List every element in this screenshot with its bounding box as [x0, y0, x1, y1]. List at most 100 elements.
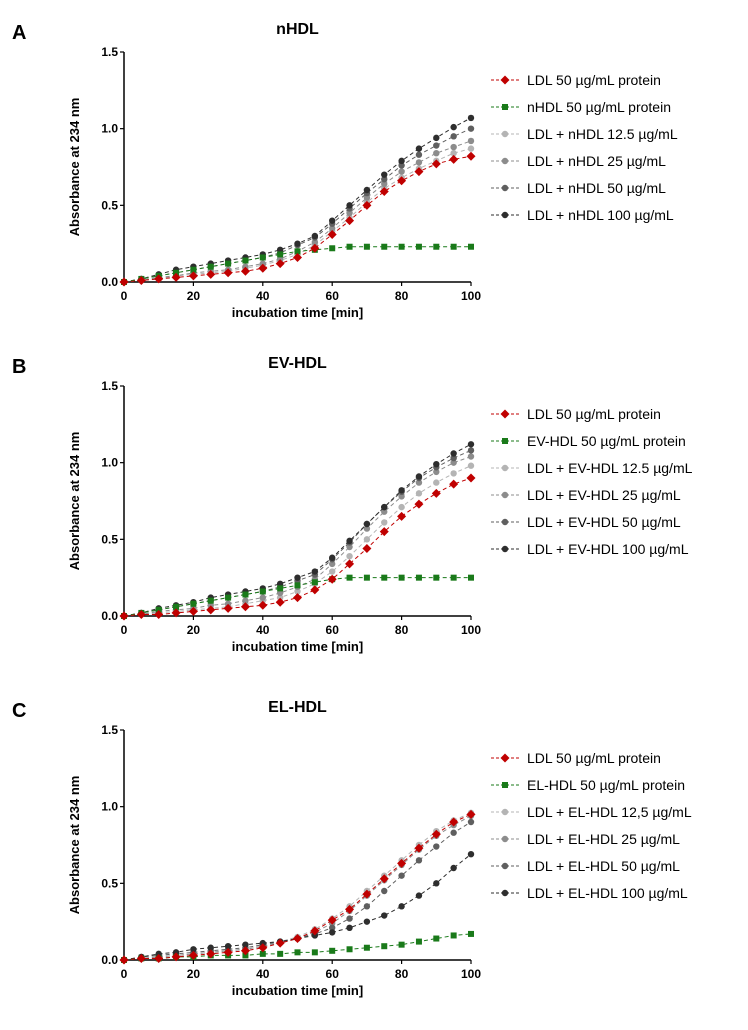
data-point [415, 490, 423, 497]
data-point [398, 872, 405, 879]
data-point [190, 946, 197, 953]
data-point [240, 266, 250, 276]
data-point [501, 184, 509, 192]
data-point [172, 949, 180, 956]
data-point [502, 782, 508, 788]
data-point [381, 171, 388, 178]
data-point [346, 202, 353, 209]
legend-item: EL-HDL 50 µg/mL protein [491, 777, 685, 793]
data-point [276, 255, 284, 263]
x-tick-label: 80 [395, 623, 409, 637]
data-point [173, 269, 180, 276]
data-point [242, 952, 249, 959]
data-point [363, 918, 371, 925]
data-point [136, 609, 146, 619]
data-point [207, 944, 214, 951]
data-point [171, 952, 181, 962]
x-tick-label: 0 [121, 289, 128, 303]
data-point [346, 209, 353, 217]
data-point [398, 503, 405, 511]
data-point [381, 519, 388, 526]
data-point [433, 843, 440, 850]
data-point [381, 912, 388, 919]
data-point [381, 503, 388, 511]
data-point [450, 243, 457, 250]
data-point [467, 125, 475, 132]
legend-item: EV-HDL 50 µg/mL protein [491, 433, 686, 449]
data-point [258, 600, 268, 610]
data-point [240, 602, 250, 612]
data-point [154, 609, 164, 619]
data-point [173, 603, 180, 610]
legend-item: LDL + EV-HDL 25 µg/mL [491, 487, 681, 503]
panel-c: C EL-HDL 0.0 0.5 1.0 1.5 0 20 40 60 80 100 incubati… [0, 700, 748, 1030]
legend-label: LDL + EV-HDL 12.5 µg/mL [527, 460, 693, 476]
data-point [345, 216, 355, 226]
data-point [277, 251, 284, 258]
data-point [450, 574, 457, 581]
data-point [467, 462, 475, 469]
data-point [259, 588, 266, 595]
data-point [310, 926, 320, 936]
data-point [450, 150, 457, 157]
data-point [362, 889, 372, 899]
data-point [398, 903, 405, 910]
data-point [310, 243, 320, 253]
data-point [450, 932, 457, 939]
data-point [293, 593, 302, 603]
legend-item: LDL + EV-HDL 50 µg/mL [491, 514, 681, 530]
panel-label: B [12, 356, 27, 378]
x-tick-label: 60 [326, 623, 340, 637]
series-line [123, 477, 472, 617]
data-point [190, 266, 197, 273]
chart-a: nHDL 0.0 0.5 1.0 1.5 0 20 40 60 80 100 incubation t… [67, 22, 678, 320]
data-point [414, 499, 424, 509]
data-point [119, 955, 129, 965]
x-tick-label: 100 [461, 623, 481, 637]
data-point [119, 277, 129, 287]
data-point [275, 597, 285, 607]
data-point [363, 186, 371, 194]
x-tick-label: 80 [395, 289, 409, 303]
data-point [294, 949, 301, 956]
data-point [450, 143, 457, 151]
y-tick-label: 0.5 [101, 198, 118, 212]
data-point [449, 479, 459, 489]
data-point [450, 829, 457, 836]
data-point [398, 162, 405, 169]
data-point [276, 589, 284, 597]
data-point [362, 544, 372, 554]
data-point [501, 835, 509, 843]
data-point [293, 252, 302, 262]
data-point [188, 606, 198, 616]
data-point [206, 269, 216, 279]
data-point [398, 941, 405, 948]
x-axis-label: incubation time [min] [232, 983, 363, 998]
legend-label: LDL + EV-HDL 25 µg/mL [527, 487, 681, 503]
data-point [501, 889, 509, 897]
data-point [363, 194, 371, 201]
data-point [223, 603, 233, 613]
data-point [363, 520, 371, 528]
legend-item: LDL + EL-HDL 12,5 µg/mL [491, 804, 692, 820]
x-tick-label: 0 [121, 623, 128, 637]
data-point [501, 808, 509, 816]
x-tick-label: 80 [395, 967, 409, 981]
data-point [449, 817, 459, 827]
data-point [501, 130, 509, 138]
data-point [414, 167, 424, 177]
data-point [242, 597, 249, 604]
data-point [329, 560, 336, 568]
data-point [362, 200, 372, 210]
data-point [415, 151, 423, 158]
data-point [329, 568, 336, 575]
data-point [311, 238, 319, 246]
data-point [346, 574, 353, 581]
legend-label: LDL + EV-HDL 100 µg/mL [527, 541, 689, 557]
series-line [123, 821, 472, 961]
data-point [450, 470, 457, 477]
legend-item: LDL 50 µg/mL protein [491, 72, 661, 88]
data-point [329, 947, 336, 954]
chart-c: EL-HDL 0.0 0.5 1.0 1.5 0 20 40 60 80 100 incubation… [67, 700, 692, 998]
data-point [398, 243, 405, 250]
